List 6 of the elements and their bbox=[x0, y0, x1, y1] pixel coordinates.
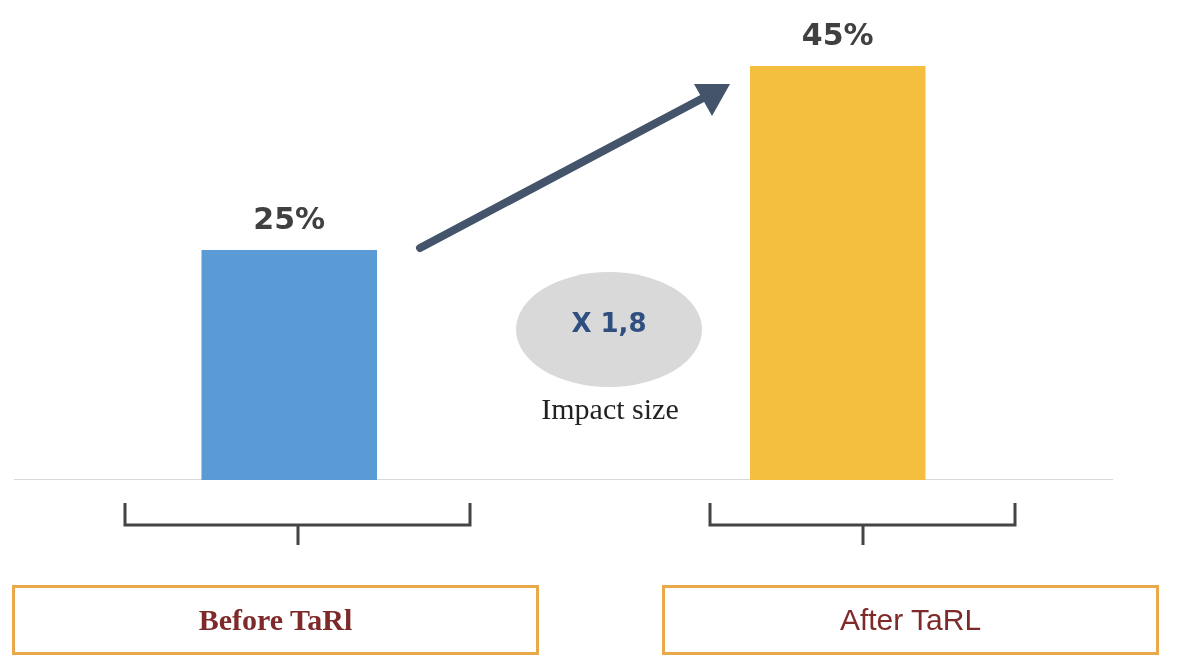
annotation: Impact size bbox=[540, 392, 680, 426]
data-label: 25% bbox=[253, 200, 326, 236]
x-tick-label: After TaRL bbox=[662, 585, 1159, 655]
x-tick-label: Before TaRl bbox=[12, 585, 539, 655]
annotation: X 1,8 bbox=[570, 308, 648, 338]
data-label: 45% bbox=[801, 16, 874, 52]
